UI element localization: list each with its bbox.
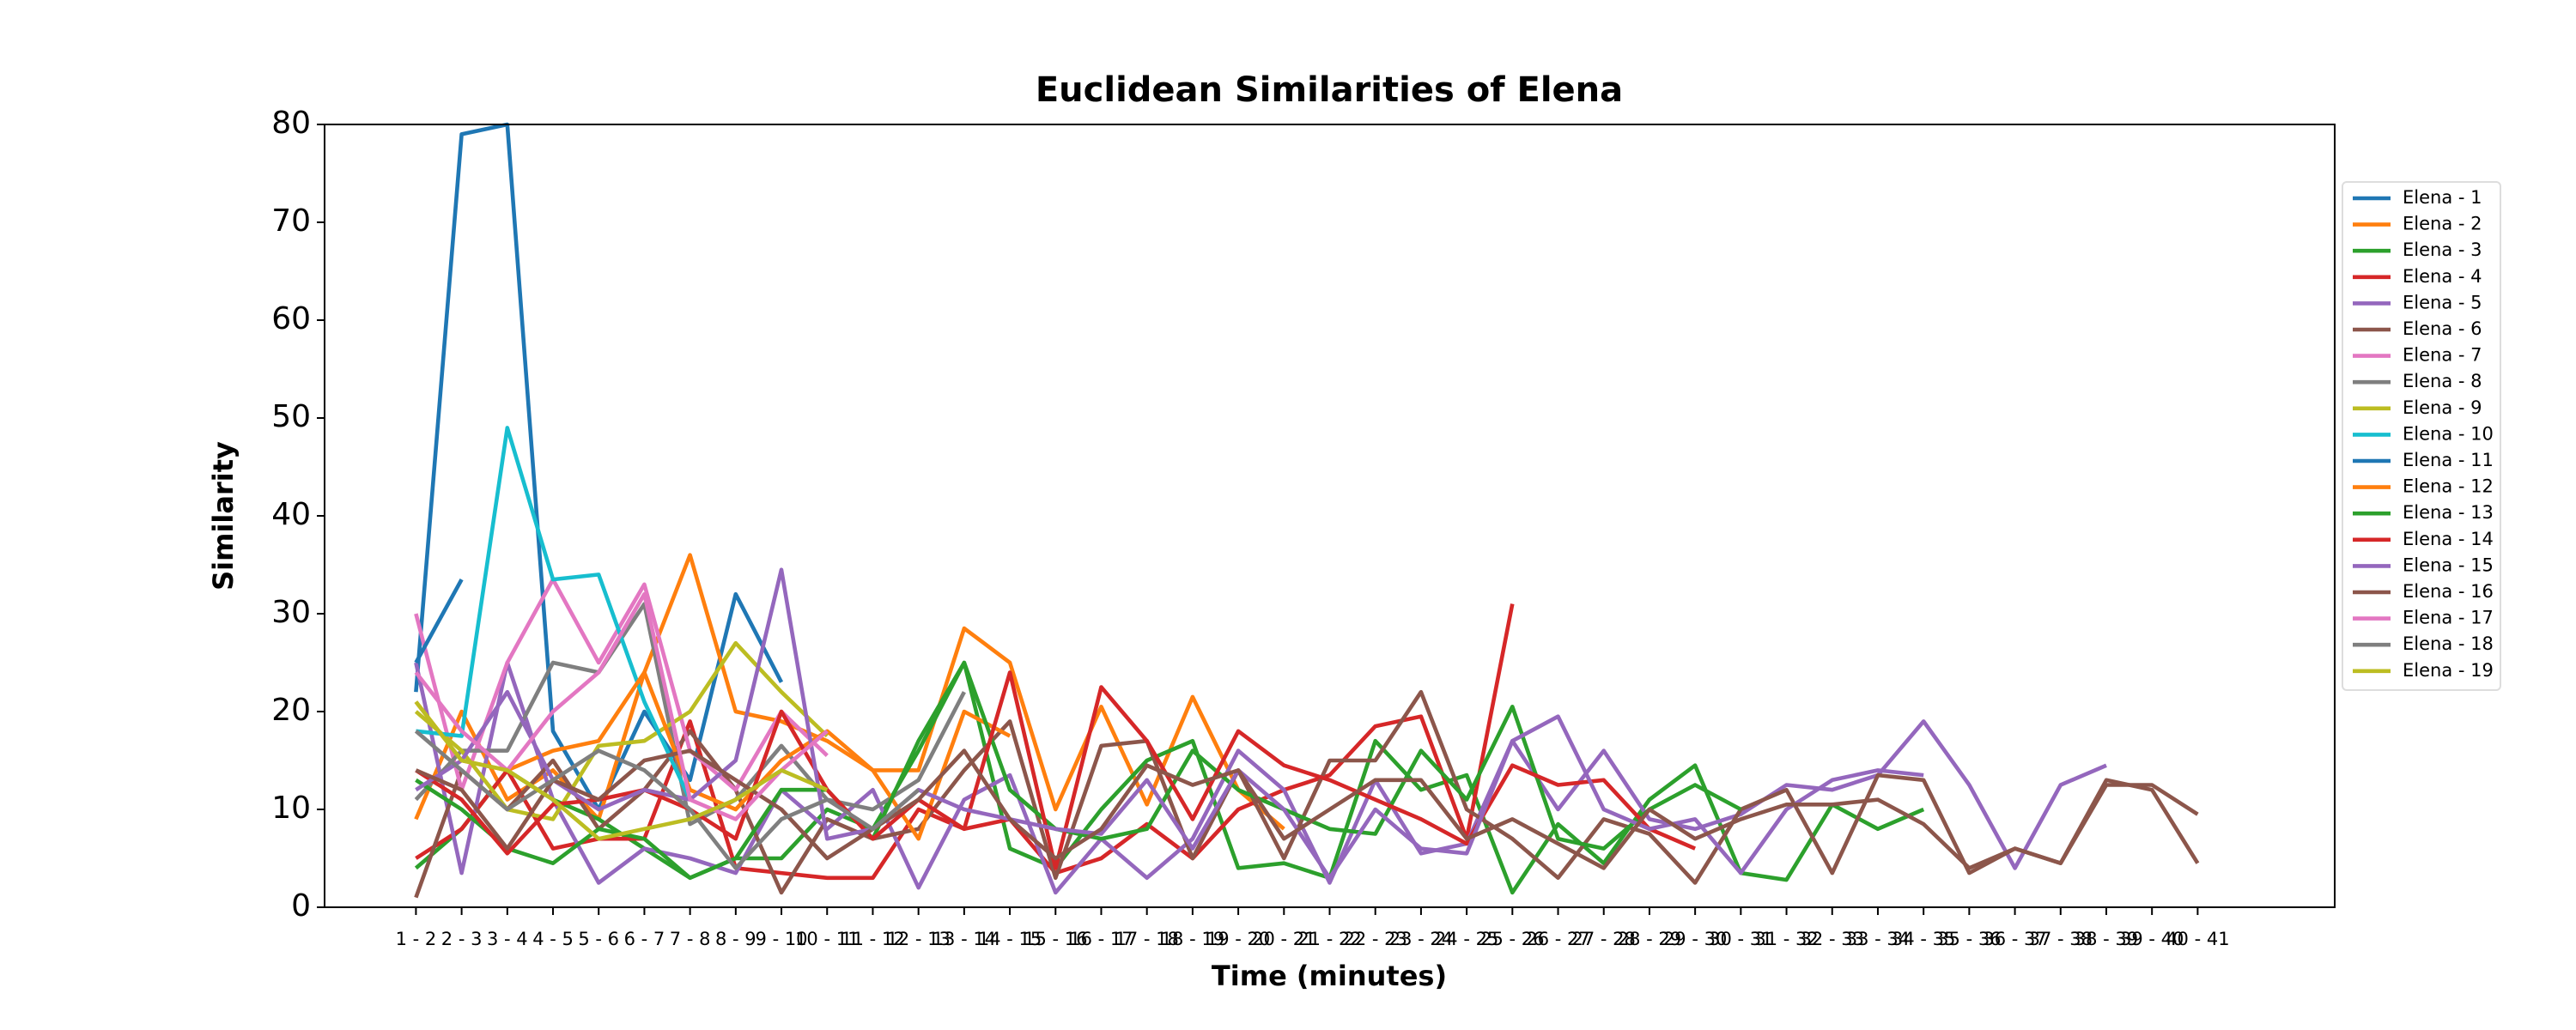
y-tick-label: 60: [271, 301, 311, 336]
x-tick-label: 25 - 26: [1480, 929, 1544, 949]
legend-label: Elena - 17: [2403, 608, 2494, 628]
legend-label: Elena - 15: [2403, 554, 2494, 575]
x-tick-label: 13 - 14: [933, 929, 996, 949]
series-line: [414, 122, 784, 812]
series-line: [414, 689, 2200, 899]
x-tick-label: 26 - 27: [1526, 929, 1589, 949]
x-tick-label: 38 - 39: [2075, 929, 2138, 949]
series-line: [415, 748, 2199, 870]
x-tick-label: 24 - 25: [1435, 929, 1498, 949]
x-tick-label: 20 - 21: [1252, 929, 1315, 949]
x-tick-label: 19 - 20: [1206, 929, 1270, 949]
series-line: [414, 700, 829, 841]
legend-label: Elena - 3: [2403, 239, 2482, 260]
legend-label: Elena - 1: [2403, 187, 2482, 208]
x-tick-label: 29 - 30: [1663, 929, 1727, 949]
x-tick-label: 40 - 41: [2166, 929, 2229, 949]
x-tick-label: 16 - 17: [1069, 929, 1133, 949]
series-line: [414, 602, 966, 827]
y-tick-label: 10: [271, 791, 311, 826]
series-line: [415, 567, 1924, 881]
axes-frame: [324, 124, 2336, 908]
x-tick-label: 27 - 28: [1572, 929, 1636, 949]
legend-label: Elena - 12: [2403, 476, 2494, 497]
y-tick-label: 20: [271, 693, 311, 728]
y-tick-label: 0: [291, 888, 311, 924]
x-tick-label: 17 - 18: [1115, 929, 1178, 949]
y-tick-label: 40: [271, 497, 311, 532]
x-tick-label: 21 - 22: [1297, 929, 1361, 949]
x-tick-label: 9 - 10: [756, 929, 808, 949]
x-tick-label: 30 - 31: [1709, 929, 1772, 949]
series-line: [414, 730, 920, 870]
x-tick-label: 15 - 16: [1024, 929, 1087, 949]
legend-label: Elena - 6: [2403, 318, 2482, 339]
legend-label: Elena - 9: [2403, 397, 2482, 418]
x-tick-label: 1 - 2: [396, 929, 437, 949]
x-tick-label: 5 - 6: [578, 929, 619, 949]
legend-label: Elena - 10: [2403, 423, 2494, 444]
x-tick-label: 2 - 3: [441, 929, 483, 949]
x-tick-label: 14 - 15: [978, 929, 1042, 949]
legend-label: Elena - 8: [2403, 371, 2482, 391]
x-tick-label: 4 - 5: [532, 929, 574, 949]
x-tick-label: 12 - 13: [886, 929, 950, 949]
legend-frame: [2342, 181, 2501, 691]
series-line: [414, 670, 1012, 841]
x-tick-label: 22 - 23: [1344, 929, 1407, 949]
chart-title: Euclidean Similarities of Elena: [1036, 70, 1623, 110]
x-tick-label: 6 - 7: [624, 929, 665, 949]
x-tick-label: 36 - 37: [1983, 929, 2046, 949]
plot-area: [414, 122, 2200, 899]
x-tick-label: 8 - 9: [715, 929, 756, 949]
series-line: [414, 578, 464, 664]
series-line: [414, 660, 2107, 895]
legend-label: Elena - 19: [2403, 660, 2494, 681]
x-axis-label: Time (minutes): [1212, 960, 1447, 992]
series-line: [415, 603, 1515, 881]
x-tick-label: 3 - 4: [487, 929, 528, 949]
x-tick-label: 34 - 35: [1892, 929, 1955, 949]
legend-label: Elena - 16: [2403, 581, 2494, 602]
legend-label: Elena - 2: [2403, 214, 2482, 234]
x-tick-label: 32 - 33: [1801, 929, 1864, 949]
series-line: [414, 660, 1925, 895]
y-tick-label: 50: [271, 399, 311, 434]
legend-label: Elena - 13: [2403, 502, 2494, 523]
legend-label: Elena - 4: [2403, 266, 2482, 287]
x-tick-label: 28 - 29: [1618, 929, 1681, 949]
series-line: [416, 426, 692, 801]
x-tick-label: 37 - 38: [2029, 929, 2093, 949]
legend-label: Elena - 14: [2403, 529, 2494, 549]
y-tick-label: 80: [271, 106, 311, 141]
series-line: [415, 660, 1742, 881]
y-tick-label: 70: [271, 203, 311, 239]
y-tick-label: 30: [271, 595, 311, 630]
x-tick-label: 33 - 34: [1846, 929, 1910, 949]
x-tick-label: 35 - 36: [1937, 929, 2001, 949]
legend-label: Elena - 18: [2403, 633, 2494, 654]
legend: Elena - 1 Elena - 2 Elena - 3 Elena - 4 Elen…: [2353, 187, 2494, 681]
x-tick-label: 18 - 19: [1161, 929, 1224, 949]
legend-label: Elena - 5: [2403, 292, 2482, 312]
x-tick-label: 11 - 12: [841, 929, 904, 949]
x-tick-label: 23 - 24: [1389, 929, 1453, 949]
x-tick-label: 39 - 40: [2120, 929, 2184, 949]
x-tick-label: 10 - 11: [795, 929, 859, 949]
legend-label: Elena - 7: [2403, 345, 2482, 366]
x-tick-label: 7 - 8: [670, 929, 711, 949]
x-tick-label: 31 - 32: [1754, 929, 1818, 949]
series-line: [414, 591, 829, 821]
legend-label: Elena - 11: [2403, 450, 2494, 470]
y-axis-label: Similarity: [207, 441, 240, 591]
